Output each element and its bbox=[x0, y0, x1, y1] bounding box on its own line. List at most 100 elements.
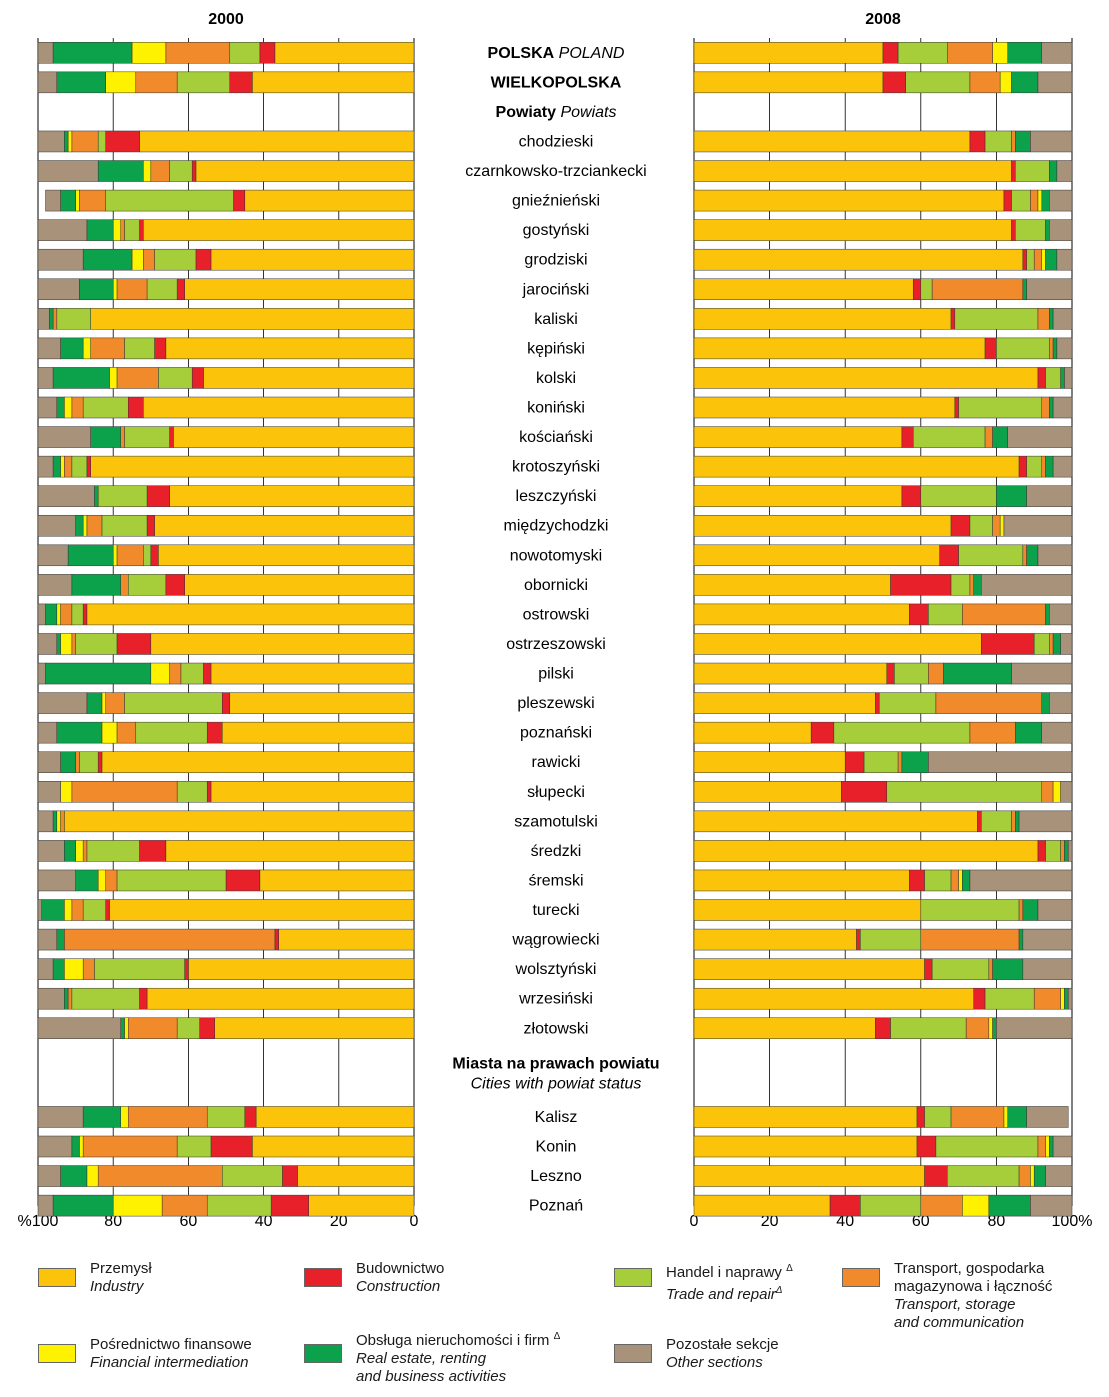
bar-2000-other bbox=[37, 751, 61, 773]
bar-2008-trade bbox=[969, 514, 993, 537]
bar-2000-realestate bbox=[60, 751, 76, 773]
bar-2008-transport bbox=[920, 928, 1020, 951]
bar-2000-other bbox=[37, 1165, 61, 1187]
row-label: słupecki bbox=[527, 784, 585, 801]
bar-2000-trade bbox=[176, 71, 231, 94]
bar-2008-industry bbox=[693, 1106, 918, 1128]
bar-2000-other bbox=[37, 160, 99, 182]
bar-2008-realestate bbox=[1015, 721, 1043, 744]
bar-2000-realestate bbox=[52, 810, 58, 833]
panel-title-2008: 2008 bbox=[865, 11, 901, 28]
tick-label-2000: 60 bbox=[180, 1213, 198, 1230]
bar-2008-industry bbox=[693, 426, 903, 448]
bar-2008-industry bbox=[693, 130, 971, 153]
bar-2000-transport bbox=[82, 958, 95, 980]
bar-2000-realestate bbox=[86, 219, 114, 241]
bar-2000-industry bbox=[184, 278, 415, 301]
bar-2000-industry bbox=[221, 721, 415, 744]
bar-2008-realestate bbox=[1041, 189, 1050, 212]
bar-2000-construction bbox=[146, 514, 155, 537]
bar-2000-transport bbox=[86, 514, 103, 537]
bar-2008-trade bbox=[894, 662, 929, 685]
row-label: chodzieski bbox=[519, 133, 594, 150]
bar-2000-realestate bbox=[56, 721, 103, 744]
bar-2000-realestate bbox=[67, 544, 114, 567]
bar-2000-finance bbox=[150, 662, 170, 685]
bar-2000-other bbox=[37, 337, 61, 360]
bar-2000-other bbox=[37, 396, 58, 419]
bar-2000-transport bbox=[64, 455, 73, 478]
bar-2008-trade bbox=[920, 278, 933, 301]
panel-title-2000: 2000 bbox=[208, 11, 244, 28]
bar-2008-construction bbox=[977, 810, 982, 833]
bar-2000-construction bbox=[225, 869, 261, 892]
row-label: pilski bbox=[538, 666, 574, 683]
bar-2000-industry bbox=[255, 1106, 415, 1128]
bar-2008-construction bbox=[901, 426, 914, 448]
bar-2008-realestate bbox=[996, 485, 1027, 507]
bar-2000-finance bbox=[64, 958, 84, 980]
bar-2008-construction bbox=[875, 692, 880, 714]
bar-2000-realestate bbox=[45, 662, 152, 685]
bar-2000-other bbox=[37, 219, 88, 241]
bar-2000-transport bbox=[71, 396, 84, 419]
bar-2008-other bbox=[1049, 692, 1073, 714]
bar-2008-other bbox=[1018, 810, 1073, 833]
row-label: jarociński bbox=[522, 281, 590, 298]
legend-item-trade: Handel i naprawy Δ Trade and repairΔ bbox=[614, 1260, 793, 1304]
bar-2000-trade bbox=[97, 485, 148, 507]
row-label: pleszewski bbox=[517, 695, 594, 712]
bar-2008-industry bbox=[693, 721, 812, 744]
bar-2008-trade bbox=[984, 130, 1012, 153]
bar-2008-construction bbox=[916, 1135, 937, 1158]
row-label: Kalisz bbox=[535, 1109, 578, 1126]
bar-2000-trade bbox=[176, 1017, 200, 1040]
bar-2000-transport bbox=[135, 71, 178, 94]
bar-2008-other bbox=[969, 869, 1073, 892]
bar-2000-industry bbox=[101, 751, 415, 773]
legend-item-other: Pozostałe sekcje Other sections bbox=[614, 1336, 779, 1372]
bar-2000-transport bbox=[116, 544, 144, 567]
tick-label-2008: 20 bbox=[761, 1213, 779, 1230]
bar-2008-other bbox=[1049, 189, 1073, 212]
bar-2008-other bbox=[1007, 426, 1073, 448]
bar-2008-other bbox=[1049, 603, 1073, 626]
bar-2008-construction bbox=[882, 71, 906, 94]
bar-2008-realestate bbox=[1049, 308, 1054, 330]
bar-2008-transport bbox=[1049, 337, 1054, 360]
bar-2008-realestate bbox=[962, 869, 971, 892]
bar-2000-transport bbox=[143, 248, 155, 271]
bar-2008-realestate bbox=[1064, 840, 1069, 862]
bar-2000-finance bbox=[112, 1194, 163, 1217]
bar-2008-other bbox=[1067, 987, 1073, 1010]
bar-2008-realestate bbox=[1022, 278, 1027, 301]
bar-2000-trade bbox=[116, 869, 227, 892]
bar-2008-industry bbox=[693, 781, 842, 803]
bar-2000-construction bbox=[184, 958, 189, 980]
legend-label-en: Financial intermediation bbox=[90, 1354, 249, 1371]
bar-2008-realestate bbox=[1049, 160, 1058, 182]
bar-2000-construction bbox=[210, 1135, 253, 1158]
bar-2000-realestate bbox=[41, 899, 65, 921]
bar-2008-industry bbox=[693, 367, 1039, 389]
row-label: szamotulski bbox=[514, 813, 598, 830]
bar-2008-industry bbox=[693, 1165, 925, 1187]
bar-2000-construction bbox=[244, 1106, 257, 1128]
bar-2000-transport bbox=[120, 426, 125, 448]
bar-2000-industry bbox=[308, 1194, 415, 1217]
bar-2008-trade bbox=[954, 308, 1039, 330]
bar-2000-finance bbox=[60, 781, 73, 803]
bar-2000-industry bbox=[244, 189, 415, 212]
bar-2008-industry bbox=[693, 396, 956, 419]
bar-2000-realestate bbox=[71, 574, 121, 596]
bar-2008-finance bbox=[962, 1194, 990, 1217]
bar-2000-realestate bbox=[64, 840, 76, 862]
bar-2000-transport bbox=[120, 574, 129, 596]
bar-2000-realestate bbox=[90, 426, 121, 448]
bar-2000-realestate bbox=[45, 603, 58, 626]
bar-2000-trade bbox=[158, 367, 193, 389]
row-label: kolski bbox=[536, 370, 576, 387]
bar-2008-trade bbox=[1045, 840, 1061, 862]
bar-2008-industry bbox=[693, 160, 1012, 182]
bar-2000-finance bbox=[109, 367, 118, 389]
